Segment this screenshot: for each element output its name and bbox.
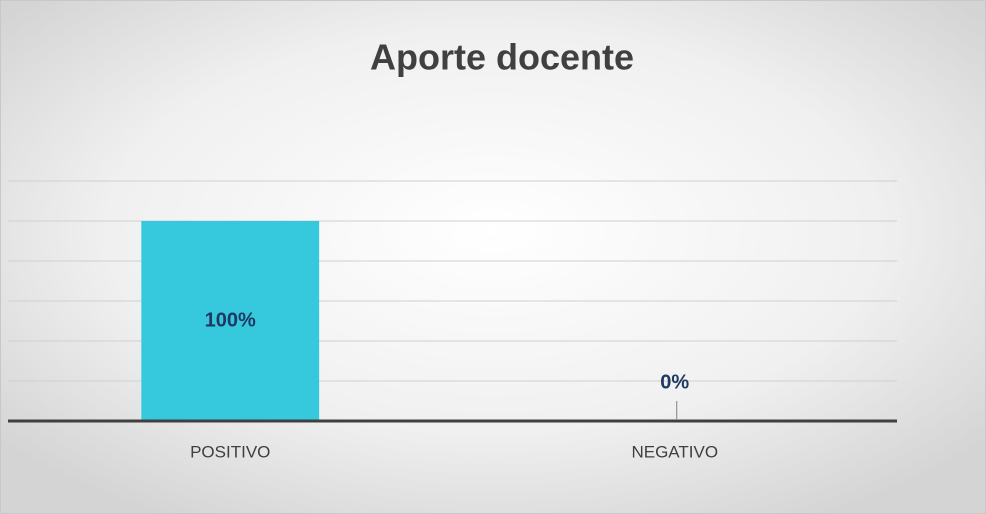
x-tick-label: POSITIVO (190, 442, 270, 461)
data-label: 100% (205, 309, 256, 331)
bar (141, 221, 320, 421)
x-tick-label: NEGATIVO (631, 442, 718, 461)
data-label: 0% (660, 371, 689, 393)
chart-title: Aporte docente (370, 37, 634, 78)
